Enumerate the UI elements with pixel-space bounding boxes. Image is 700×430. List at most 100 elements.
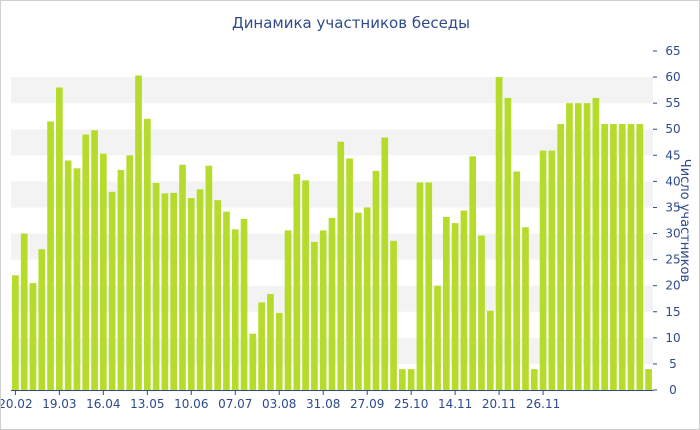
bar xyxy=(363,207,371,390)
bar xyxy=(645,369,652,390)
bar xyxy=(451,223,459,390)
bar xyxy=(249,333,257,390)
y-tick-label: 0 xyxy=(669,383,677,397)
bar xyxy=(267,294,274,390)
bar xyxy=(522,227,529,390)
x-tick-label: 25.10 xyxy=(394,397,428,411)
bar xyxy=(442,216,450,390)
x-tick-label: 26.11 xyxy=(526,397,560,411)
bar xyxy=(73,168,81,390)
bar xyxy=(108,191,116,390)
bar xyxy=(399,369,406,390)
bar xyxy=(205,165,213,390)
bar xyxy=(539,150,547,390)
bar xyxy=(337,141,345,390)
bar xyxy=(275,312,283,390)
x-tick-label: 16.04 xyxy=(86,397,120,411)
bar xyxy=(64,160,72,390)
y-tick-label: 40 xyxy=(665,174,680,188)
bar xyxy=(135,75,142,390)
bar xyxy=(152,182,160,390)
bar xyxy=(583,103,591,391)
y-tick-label: 20 xyxy=(665,279,680,293)
bar xyxy=(566,103,573,391)
bar xyxy=(486,310,494,390)
bar xyxy=(196,189,204,390)
bar xyxy=(478,235,485,390)
bar xyxy=(56,87,63,390)
bar xyxy=(390,240,397,390)
bar xyxy=(469,156,477,390)
y-tick-label: 45 xyxy=(665,148,680,162)
bar xyxy=(223,211,230,390)
grid-band xyxy=(11,129,653,156)
y-tick-label: 55 xyxy=(665,96,680,110)
y-tick-label: 60 xyxy=(665,70,680,84)
bar xyxy=(504,97,512,390)
x-tick-label: 10.06 xyxy=(174,397,208,411)
bar xyxy=(636,124,644,391)
bar xyxy=(38,249,46,390)
chart-title: Динамика участников беседы xyxy=(232,14,470,32)
bar xyxy=(610,124,617,391)
bar xyxy=(311,241,318,390)
bar xyxy=(143,118,151,391)
bar xyxy=(601,124,608,391)
grid-band xyxy=(11,181,653,208)
x-tick-label: 14.11 xyxy=(438,397,472,411)
x-tick-label: 20.02 xyxy=(1,397,33,411)
bar xyxy=(460,210,468,390)
bar xyxy=(372,170,380,390)
bar xyxy=(495,77,503,390)
bar xyxy=(29,283,37,390)
bar xyxy=(346,158,353,390)
y-tick-label: 30 xyxy=(665,227,680,241)
bar xyxy=(161,193,169,390)
x-tick-label: 07.07 xyxy=(218,397,252,411)
x-tick-label: 31.08 xyxy=(306,397,340,411)
bar xyxy=(355,212,362,390)
bar xyxy=(91,130,98,390)
bar xyxy=(434,285,441,390)
bar xyxy=(548,150,556,390)
bar xyxy=(117,169,125,390)
grid-band xyxy=(11,77,653,104)
bar xyxy=(179,164,186,390)
x-tick-label: 20.11 xyxy=(482,397,516,411)
y-tick-label: 15 xyxy=(665,305,680,319)
bar xyxy=(328,217,336,390)
bar xyxy=(557,124,564,391)
x-axis-ticks: 20.02 19.03 16.04 13.05 10.06 07.07 03.08 31.08… xyxy=(1,390,560,411)
bar xyxy=(231,229,239,390)
y-tick-label: 35 xyxy=(665,200,680,214)
bar xyxy=(170,192,178,390)
y-tick-label: 5 xyxy=(669,357,677,371)
y-tick-label: 50 xyxy=(665,122,680,136)
bar xyxy=(513,171,521,390)
x-tick-label: 27.09 xyxy=(350,397,384,411)
y-axis-label: Число участников xyxy=(677,159,692,282)
y-tick-label: 10 xyxy=(665,331,680,345)
bar xyxy=(187,198,195,390)
bar xyxy=(82,134,90,390)
bar xyxy=(47,121,54,390)
bar xyxy=(530,369,538,390)
bar xyxy=(293,174,301,390)
y-axis-ticks: 0 5 10 15 20 25 30 35 40 45 50 55 60 65 xyxy=(653,44,681,397)
bar xyxy=(618,124,626,391)
bar xyxy=(12,275,19,390)
bar xyxy=(258,302,265,390)
bar xyxy=(416,182,424,390)
bars-group xyxy=(12,75,652,391)
y-tick-label: 25 xyxy=(665,253,680,267)
bar xyxy=(302,180,309,390)
x-tick-label: 19.03 xyxy=(42,397,76,411)
bar xyxy=(407,369,415,390)
bar xyxy=(381,137,389,390)
bar xyxy=(240,218,248,390)
y-tick-label: 65 xyxy=(665,44,680,58)
x-tick-label: 03.08 xyxy=(262,397,296,411)
bar xyxy=(126,155,134,390)
